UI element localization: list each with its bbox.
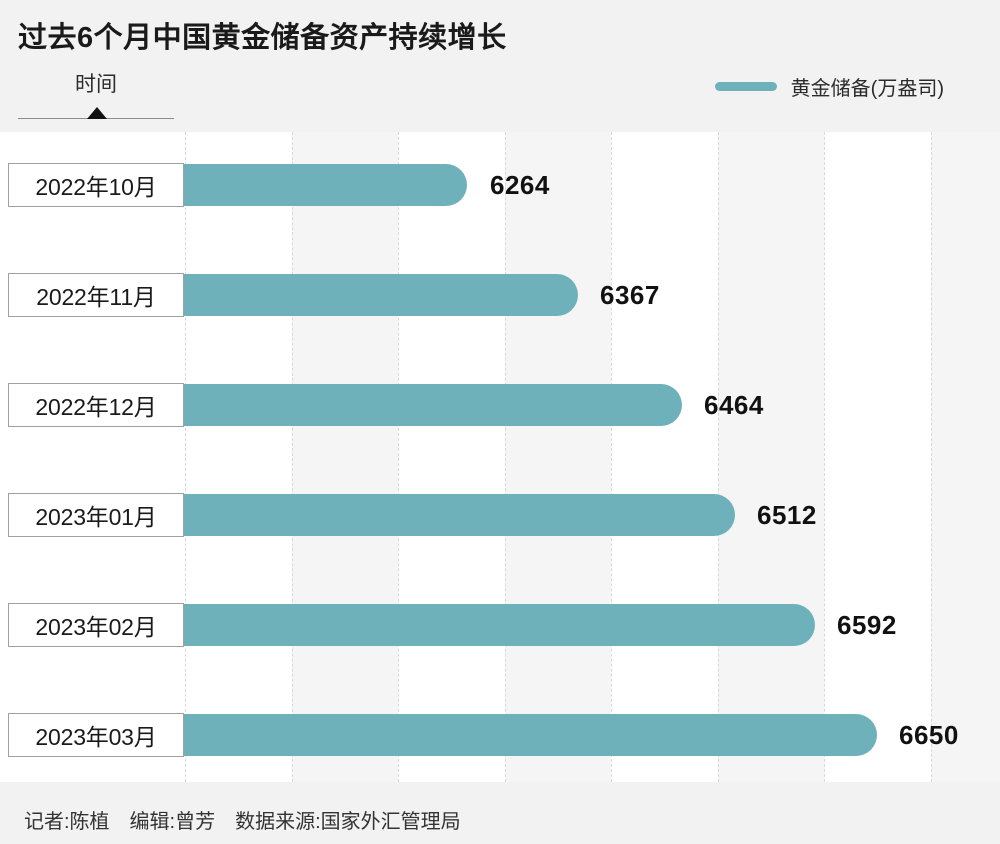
background-band — [930, 132, 1000, 782]
bar-row: 2023年03月 6650 — [0, 713, 1000, 757]
axis-arrow-up-icon — [87, 107, 107, 119]
gridline — [504, 132, 506, 782]
bar-row: 2022年10月 6264 — [0, 163, 1000, 207]
value-bar — [184, 494, 735, 536]
row-category-label-box: 2022年12月 — [8, 383, 184, 427]
background-band — [291, 132, 398, 782]
row-category-label: 2023年01月 — [35, 504, 157, 530]
chart-plot-area: 2022年10月 6264 2022年11月 6367 2022年12月 6464 2023… — [0, 132, 1000, 782]
gridline — [398, 132, 399, 782]
gridline — [291, 132, 293, 782]
time-axis-label: 时间 — [75, 73, 117, 96]
row-category-label-box: 2023年03月 — [8, 713, 184, 757]
row-category-label-box: 2023年02月 — [8, 603, 184, 647]
time-axis-caption: 时间 — [18, 68, 174, 124]
background-band — [717, 132, 824, 782]
value-bar — [184, 604, 815, 646]
bar-value-label: 6512 — [757, 499, 817, 530]
row-category-label: 2022年10月 — [35, 174, 157, 200]
bar-row: 2022年12月 6464 — [0, 383, 1000, 427]
row-category-label-box: 2022年10月 — [8, 163, 184, 207]
background-band — [504, 132, 611, 782]
row-category-label-box: 2022年11月 — [8, 273, 184, 317]
bar-value-label: 6464 — [704, 389, 764, 420]
gridline — [824, 132, 825, 782]
bar-value-label: 6367 — [600, 279, 660, 310]
footer-credits: 记者:陈植 编辑:曾芳 数据来源:国家外汇管理局 — [24, 811, 461, 833]
row-category-label-box: 2023年01月 — [8, 493, 184, 537]
value-bar — [184, 274, 578, 316]
gridline — [930, 132, 932, 782]
gridline — [611, 132, 612, 782]
bar-value-label: 6592 — [837, 609, 897, 640]
page-title: 过去6个月中国黄金储备资产持续增长 — [18, 22, 507, 54]
legend-color-swatch — [714, 82, 777, 91]
gridline — [185, 132, 186, 782]
row-category-label: 2023年02月 — [35, 614, 157, 640]
value-bar — [184, 384, 682, 426]
value-bar — [184, 164, 467, 206]
bar-row: 2022年11月 6367 — [0, 273, 1000, 317]
bar-value-label: 6264 — [490, 169, 550, 200]
legend-label: 黄金储备(万盎司) — [790, 78, 944, 100]
row-category-label: 2022年11月 — [36, 284, 156, 310]
bar-row: 2023年01月 6512 — [0, 493, 1000, 537]
value-bar — [184, 714, 877, 756]
chart-legend: 黄金储备(万盎司) — [714, 72, 944, 101]
row-category-label: 2023年03月 — [35, 724, 157, 750]
bar-row: 2023年02月 6592 — [0, 603, 1000, 647]
row-category-label: 2022年12月 — [35, 394, 157, 420]
bar-value-label: 6650 — [899, 719, 959, 750]
gridline — [717, 132, 719, 782]
